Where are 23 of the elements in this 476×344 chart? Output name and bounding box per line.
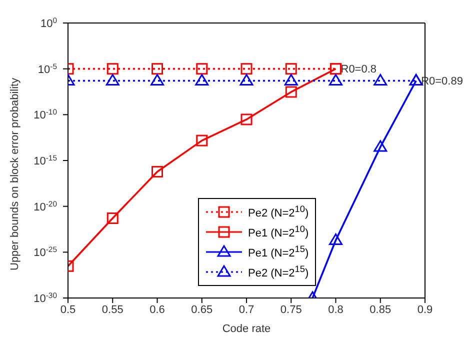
legend-label: Pe2 (N=2$^{15}$) bbox=[248, 264, 309, 280]
y-tick-label: 10$^{-5}$ bbox=[38, 61, 57, 76]
legend-label: Pe2 (N=2$^{10}$) bbox=[248, 204, 309, 220]
legend-label: Pe1 (N=2$^{15}$) bbox=[248, 244, 309, 260]
x-tick-label: 0.55 bbox=[102, 304, 124, 316]
x-tick-label: 0.85 bbox=[370, 304, 392, 316]
x-axis-title: Code rate bbox=[222, 323, 271, 335]
legend-label: Pe1 (N=2$^{10}$) bbox=[248, 224, 309, 240]
x-tick-label: 0.75 bbox=[280, 304, 302, 316]
y-tick-label: 10$^{-25}$ bbox=[34, 244, 57, 260]
x-tick-label: 0.65 bbox=[191, 304, 213, 316]
y-tick-label: 10$^{-20}$ bbox=[34, 198, 57, 214]
y-tick-label: 10$^{-15}$ bbox=[34, 153, 57, 168]
x-tick-label: 0.7 bbox=[238, 304, 254, 316]
annotation: R0=0.8 bbox=[340, 64, 377, 76]
y-tick-label: 10$^{0}$ bbox=[40, 16, 57, 30]
y-tick-label: 10$^{-10}$ bbox=[34, 107, 57, 122]
x-tick-label: 0.6 bbox=[150, 304, 165, 316]
y-tick-label: 10$^{-30}$ bbox=[34, 290, 57, 305]
x-tick-label: 0.9 bbox=[417, 304, 433, 316]
x-tick-label: 0.8 bbox=[328, 304, 344, 316]
y-axis-title: Upper bounds on block error probability bbox=[8, 77, 21, 270]
x-tick-label: 0.5 bbox=[60, 304, 76, 316]
